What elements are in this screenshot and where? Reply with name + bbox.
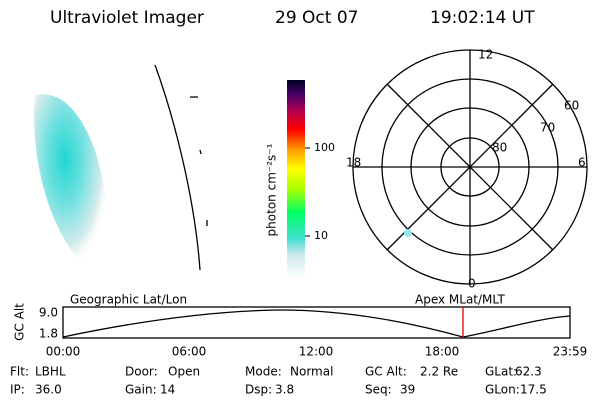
polar-axis: [386, 83, 554, 251]
field-label: GLon:: [485, 383, 520, 397]
field-label: GLat:: [485, 365, 517, 379]
altitude-curve: [62, 309, 571, 338]
plot-frame: [62, 306, 571, 339]
field-value: 17.5: [520, 383, 547, 397]
field-value: 36.0: [35, 383, 62, 397]
y-tick-label: 9.0: [39, 306, 58, 320]
lat-label: 80: [492, 141, 507, 155]
x-tick-label: 18:00: [425, 345, 460, 359]
field-value: LBHL: [35, 365, 66, 379]
mlt-label: 18: [346, 156, 361, 170]
field-label: GC Alt:: [365, 365, 407, 379]
lat-label: 60: [564, 99, 579, 113]
plot-title: Geographic Lat/Lon: [70, 293, 187, 307]
x-tick-label: 12:00: [299, 345, 334, 359]
field-value: Open: [168, 365, 200, 379]
field-value: 2.2 Re: [420, 365, 458, 379]
lat-label: 70: [540, 121, 555, 135]
field-label: Seq:: [365, 383, 392, 397]
field-label: Door:: [125, 365, 158, 379]
date: 29 Oct 07: [275, 8, 358, 28]
field-value: 39: [400, 383, 415, 397]
colorbar-tick-label: 100: [314, 141, 335, 154]
instrument: Ultraviolet Imager: [50, 8, 204, 28]
colorbar-label: photon cm⁻²s⁻¹: [265, 143, 279, 236]
x-tick-label: 23:59: [553, 345, 588, 359]
field-label: IP:: [10, 383, 25, 397]
footer: Flt: LBHL Door: Open Mode: Normal GC Alt: 2.2 R…: [10, 365, 547, 397]
altitude-plot: Geographic Lat/Lon Apex MLat/MLT GC Alt …: [13, 293, 588, 359]
limb: [154, 64, 201, 271]
uv-image: [34, 64, 208, 280]
polar-plot: 12 18 6 0 60 70 80: [346, 48, 588, 291]
field-value: 14: [160, 383, 175, 397]
field-label: Flt:: [10, 365, 29, 379]
marks: [190, 96, 208, 226]
field-label: Mode:: [245, 365, 282, 379]
aurora-spot: [404, 229, 412, 237]
mlt-label: 6: [578, 156, 586, 170]
x-tick-label: 06:00: [172, 345, 207, 359]
plot-title: Apex MLat/MLT: [415, 293, 505, 307]
mlt-label: 12: [478, 48, 493, 62]
y-tick-label: 1.8: [39, 327, 58, 341]
colorbar: [287, 80, 305, 278]
field-label: Dsp:: [245, 383, 272, 397]
field-label: Gain:: [125, 383, 157, 397]
colorbar-tick-label: 10: [314, 229, 328, 242]
time: 19:02:14 UT: [430, 8, 535, 28]
mlt-label: 0: [468, 277, 476, 291]
x-tick-label: 00:00: [46, 345, 81, 359]
field-value: Normal: [290, 365, 333, 379]
field-value: 3.8: [275, 383, 294, 397]
aurora-blob: [34, 94, 112, 280]
y-label: GC Alt: [13, 303, 27, 341]
field-value: 62.3: [515, 365, 542, 379]
